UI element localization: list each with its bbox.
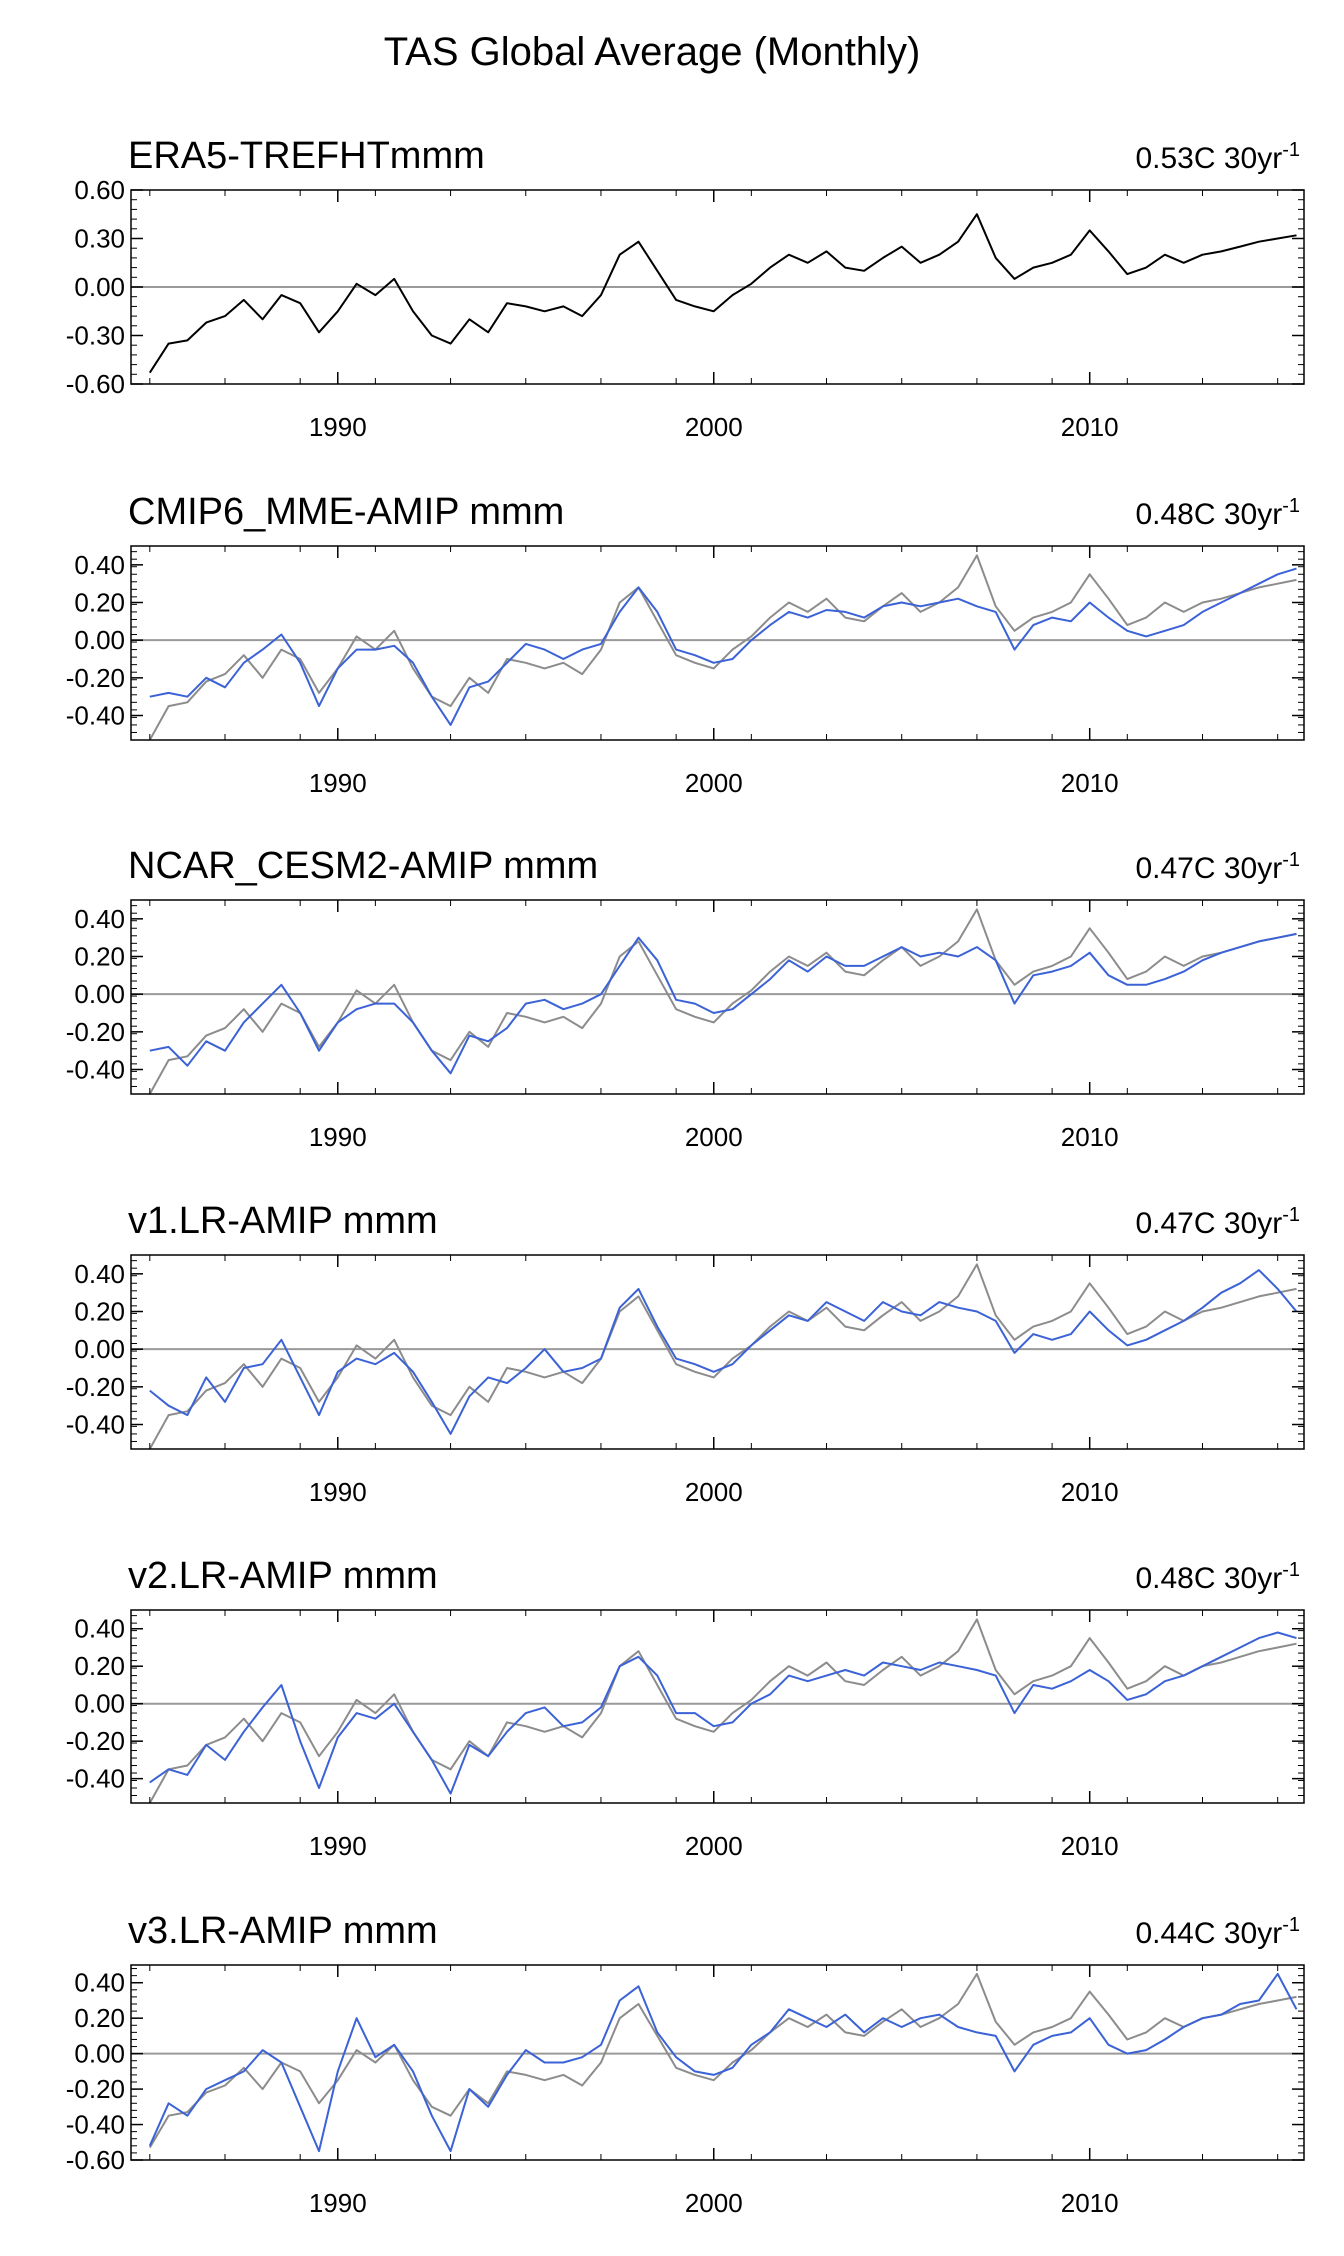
series-line-model <box>149 1631 1297 1795</box>
panel-5: v2.LR-AMIP mmm 0.48C 30yr-1 0.40 0.20 0.00 -0… <box>66 1555 1305 1861</box>
series-line-model <box>149 1269 1298 1435</box>
y-tick-label: 0.40 <box>74 904 125 934</box>
series-line-reference <box>148 1618 1297 1803</box>
y-tick-label: 0.00 <box>74 979 125 1009</box>
x-tick-label: 2010 <box>1061 1122 1119 1152</box>
panel-3: NCAR_CESM2-AMIP mmm 0.47C 30yr-1 0.40 0.20 0… <box>66 845 1305 1152</box>
y-tick-label: 0.00 <box>74 1334 125 1364</box>
y-tick-label: -0.20 <box>66 1017 125 1047</box>
x-tick-label: 2010 <box>1061 768 1119 798</box>
panel-title: v3.LR-AMIP mmm <box>128 1910 438 1952</box>
x-tick-label: 1990 <box>309 2188 367 2218</box>
plot-frame <box>130 545 1305 741</box>
trend-value: 0.47C 30yr <box>1135 852 1282 885</box>
panel-title: NCAR_CESM2-AMIP mmm <box>128 845 598 887</box>
trend-label: 0.47C 30yr-1 <box>1135 849 1300 885</box>
series-line-reference <box>148 554 1297 740</box>
trend-label: 0.48C 30yr-1 <box>1135 1559 1300 1595</box>
series-line-model <box>149 567 1297 726</box>
y-tick-label: 0.00 <box>74 272 125 302</box>
x-tick-label: 2000 <box>685 1477 743 1507</box>
trend-label: 0.53C 30yr-1 <box>1135 139 1300 175</box>
x-tick-label: 2000 <box>685 1831 743 1861</box>
panel-1: ERA5-TREFHTmmm 0.53C 30yr-1 0.60 0.30 0.00 -0… <box>66 135 1305 442</box>
trend-value: 0.44C 30yr <box>1135 1917 1282 1950</box>
plot-frame <box>130 899 1305 1095</box>
y-tick-label: -0.60 <box>66 2145 125 2175</box>
trend-exponent: -1 <box>1282 495 1300 517</box>
panel-2: CMIP6_MME-AMIP mmm 0.48C 30yr-1 0.40 0.20 0.… <box>66 491 1305 798</box>
panel-title: ERA5-TREFHTmmm <box>128 135 485 177</box>
y-tick-label: -0.40 <box>66 1410 125 1440</box>
x-tick-label: 2000 <box>685 412 743 442</box>
y-tick-label: 0.60 <box>74 175 125 205</box>
y-tick-label: -0.60 <box>66 369 125 399</box>
series-line-reference <box>148 908 1297 1094</box>
series-line-reference <box>148 1263 1297 1449</box>
y-tick-label: -0.40 <box>66 1055 125 1085</box>
y-tick-label: 0.20 <box>74 1651 125 1681</box>
x-tick-label: 2000 <box>685 768 743 798</box>
x-tick-label: 2010 <box>1061 2188 1119 2218</box>
x-tick-label: 2010 <box>1061 1831 1119 1861</box>
x-tick-label: 2010 <box>1061 1477 1119 1507</box>
x-tick-label: 1990 <box>309 412 367 442</box>
y-tick-label: 0.20 <box>74 942 125 972</box>
x-tick-label: 2000 <box>685 2188 743 2218</box>
series-line-reference <box>148 213 1297 374</box>
panel-6: v3.LR-AMIP mmm 0.44C 30yr-1 0.40 0.20 0.00 -0… <box>66 1910 1305 2218</box>
y-tick-label: -0.20 <box>66 2074 125 2104</box>
y-tick-label: 0.30 <box>74 224 125 254</box>
y-tick-label: 0.20 <box>74 588 125 618</box>
plot-frame <box>130 1254 1305 1450</box>
trend-value: 0.48C 30yr <box>1135 1562 1282 1595</box>
y-tick-label: 0.20 <box>74 1297 125 1327</box>
trend-exponent: -1 <box>1282 1559 1300 1581</box>
trend-value: 0.53C 30yr <box>1135 142 1282 175</box>
panel-title: v2.LR-AMIP mmm <box>128 1555 438 1597</box>
plot-frame <box>130 1964 1305 2161</box>
panel-title: CMIP6_MME-AMIP mmm <box>128 491 564 533</box>
y-tick-label: 0.00 <box>74 2039 125 2069</box>
trend-exponent: -1 <box>1282 139 1300 161</box>
y-tick-label: -0.30 <box>66 321 125 351</box>
trend-label: 0.44C 30yr-1 <box>1135 1914 1300 1950</box>
trend-exponent: -1 <box>1282 1914 1300 1936</box>
x-tick-label: 1990 <box>309 1477 367 1507</box>
y-tick-label: -0.20 <box>66 1372 125 1402</box>
trend-exponent: -1 <box>1282 1204 1300 1226</box>
panel-title: v1.LR-AMIP mmm <box>128 1200 438 1242</box>
y-tick-label: -0.40 <box>66 701 125 731</box>
y-tick-label: 0.00 <box>74 625 125 655</box>
x-tick-label: 2010 <box>1061 412 1119 442</box>
x-tick-label: 2000 <box>685 1122 743 1152</box>
series-line-model <box>149 932 1297 1075</box>
y-tick-label: 0.40 <box>74 1259 125 1289</box>
y-tick-label: 0.20 <box>74 2003 125 2033</box>
series-line-reference <box>148 1972 1297 2149</box>
x-tick-label: 1990 <box>309 1831 367 1861</box>
x-tick-label: 1990 <box>309 768 367 798</box>
trend-exponent: -1 <box>1282 849 1300 871</box>
series-line-model <box>148 1972 1298 2153</box>
x-tick-label: 1990 <box>309 1122 367 1152</box>
trend-label: 0.47C 30yr-1 <box>1135 1204 1300 1240</box>
y-tick-label: 0.00 <box>74 1689 125 1719</box>
y-tick-label: -0.40 <box>66 1764 125 1794</box>
figure-title: TAS Global Average (Monthly) <box>384 30 921 74</box>
trend-label: 0.48C 30yr-1 <box>1135 495 1300 531</box>
plot-frame <box>130 1609 1305 1804</box>
y-tick-label: 0.40 <box>74 1614 125 1644</box>
trend-value: 0.47C 30yr <box>1135 1207 1282 1240</box>
y-tick-label: 0.40 <box>74 1968 125 1998</box>
y-tick-label: -0.40 <box>66 2110 125 2140</box>
trend-value: 0.48C 30yr <box>1135 498 1282 531</box>
y-tick-label: 0.40 <box>74 550 125 580</box>
y-tick-label: -0.20 <box>66 1726 125 1756</box>
y-tick-label: -0.20 <box>66 663 125 693</box>
panel-4: v1.LR-AMIP mmm 0.47C 30yr-1 0.40 0.20 0.00 -0… <box>66 1200 1305 1507</box>
